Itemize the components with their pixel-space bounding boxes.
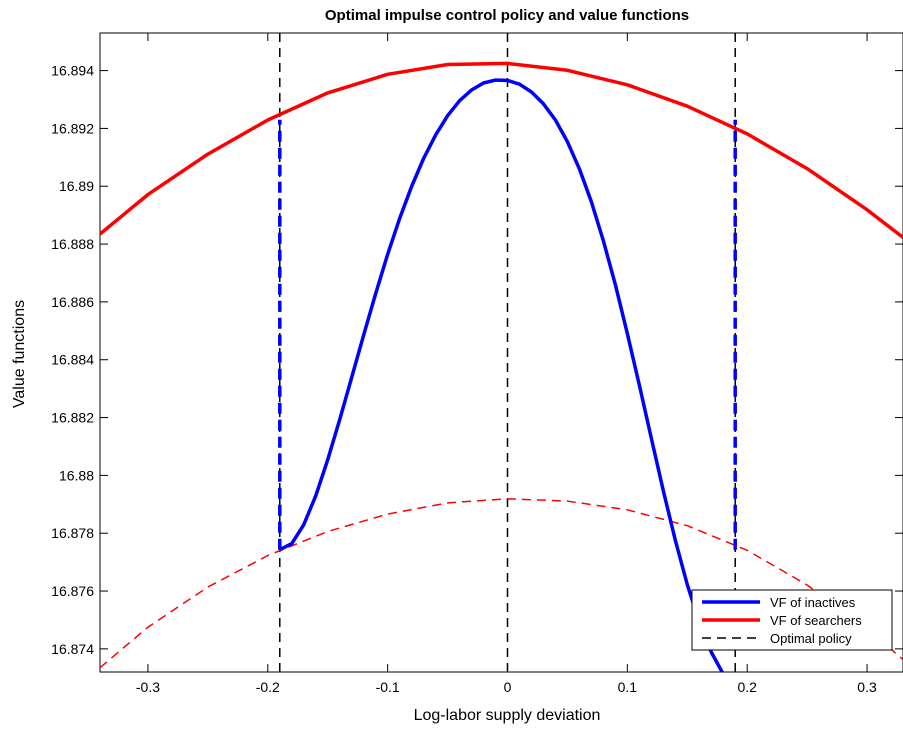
x-tick-label: 0	[504, 679, 512, 695]
y-axis-label: Value functions	[11, 300, 28, 408]
series-line-1	[100, 61, 903, 239]
series-line-0	[279, 78, 725, 672]
y-tick-label: 16.894	[51, 63, 94, 79]
plot-frame	[99, 32, 903, 673]
series-line-2	[100, 498, 903, 669]
y-tick-label: 16.89	[59, 178, 94, 194]
x-tick-label: -0.1	[376, 679, 400, 695]
legend: VF of inactives VF of searchers Optimal po…	[691, 589, 893, 651]
x-tick-label: 0.2	[737, 679, 757, 695]
x-tick-label: 0.1	[618, 679, 638, 695]
x-axis-label: Log-labor supply deviation	[414, 707, 601, 724]
x-tick-label: -0.2	[256, 679, 280, 695]
x-tick-label: 0.3	[857, 679, 877, 695]
y-tick-label: 16.876	[51, 583, 94, 599]
y-tick-label: 16.878	[51, 525, 94, 541]
y-tick-label: 16.888	[51, 236, 94, 252]
chart-title: Optimal impulse control policy and value…	[325, 7, 689, 24]
y-tick-label: 16.882	[51, 410, 94, 426]
x-tick-label: -0.3	[136, 679, 160, 695]
legend-label: VF of inactives	[770, 595, 856, 610]
legend-label: Optimal policy	[770, 631, 852, 646]
y-tick-label: 16.88	[59, 467, 94, 483]
legend-label: VF of searchers	[770, 613, 862, 628]
plot-area: -0.3 -0.2 -0.1 0 0.1 0.2 0.3 16.874 16.876 16.878…	[51, 32, 903, 695]
y-tick-label: 16.892	[51, 120, 94, 136]
series-group	[100, 33, 903, 672]
y-tick-label: 16.874	[51, 641, 94, 657]
y-tick-label: 16.884	[51, 352, 94, 368]
y-tick-label: 16.886	[51, 294, 94, 310]
